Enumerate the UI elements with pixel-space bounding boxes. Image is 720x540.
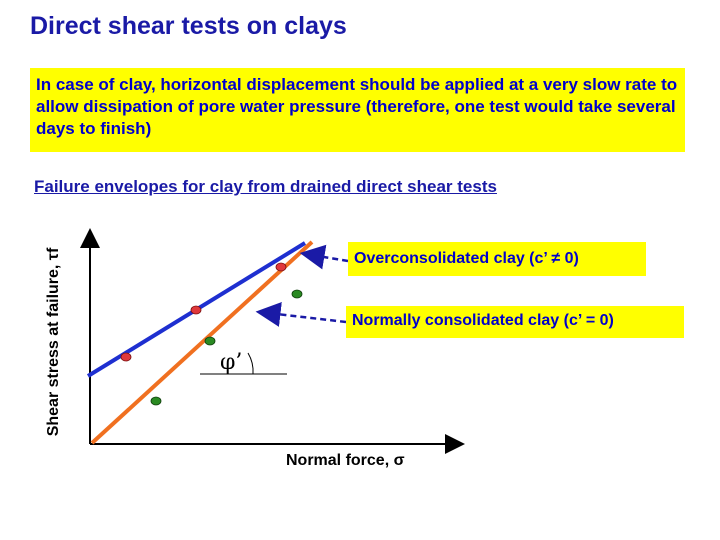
note-box: In case of clay, horizontal displacement…: [30, 68, 685, 152]
overconsolidated-point: [275, 262, 287, 272]
overconsolidated-point: [190, 305, 202, 315]
normally-consolidated-point: [150, 396, 162, 406]
subtitle: Failure envelopes for clay from drained …: [34, 177, 497, 196]
x-axis-label: Normal force, σ: [286, 452, 405, 469]
normally-consolidated-point: [204, 336, 216, 346]
overconsolidated-point: [120, 352, 132, 362]
slide-title: Direct shear tests on clays: [30, 12, 347, 40]
normally-consolidated-envelope: [90, 240, 314, 445]
overconsolidated-callout-arrow: [299, 244, 349, 270]
normally-consolidated-callout: Normally consolidated clay (c’ = 0): [346, 306, 684, 338]
normally-consolidated-callout-arrow: [255, 302, 347, 327]
friction-angle-label: φ’: [220, 350, 243, 375]
angle-arc: [247, 352, 254, 375]
overconsolidated-callout: Overconsolidated clay (c’ ≠ 0): [348, 242, 646, 276]
normally-consolidated-point: [291, 289, 303, 299]
y-axis-label: Shear stress at failure, τf: [45, 247, 62, 437]
